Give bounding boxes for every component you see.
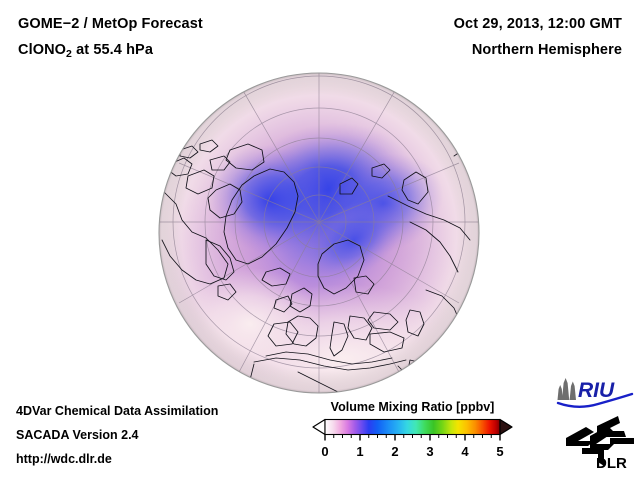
dlr-pinwheel-icon bbox=[566, 416, 634, 466]
globe-svg bbox=[158, 72, 480, 394]
colorbar-left-cap-arrow bbox=[312, 418, 326, 436]
dlr-logo: DLR bbox=[564, 414, 636, 472]
colorbar-tick-label: 2 bbox=[391, 444, 399, 459]
footer-version: SACADA Version 2.4 bbox=[16, 428, 139, 442]
globe-map bbox=[158, 72, 480, 394]
colorbar-tick-label: 5 bbox=[496, 444, 504, 459]
header-region: Northern Hemisphere bbox=[471, 42, 622, 58]
footer-method: 4DVar Chemical Data Assimilation bbox=[16, 404, 219, 418]
colorbar-gradient-body bbox=[325, 419, 500, 435]
riu-logo: RIU bbox=[556, 374, 634, 408]
globe-disk-contents bbox=[159, 73, 479, 393]
globe-limb-outline bbox=[158, 72, 480, 394]
riu-logo-svg: RIU bbox=[556, 378, 634, 408]
riu-wave-icon bbox=[556, 392, 634, 408]
species-subscript: 2 bbox=[66, 47, 72, 60]
species-name: ClONO bbox=[18, 42, 67, 58]
header-instrument-title: GOME−2 / MetOp Forecast bbox=[18, 16, 203, 32]
colorbar: Volume Mixing Ratio [ppbv] 0 1 2 3 4 5 bbox=[305, 400, 520, 472]
coastline-alaska bbox=[159, 127, 183, 159]
dlr-wordmark: DLR bbox=[596, 455, 627, 472]
header-species-level: ClONO2 at 55.4 hPa bbox=[18, 42, 153, 60]
colorbar-ticks bbox=[324, 434, 501, 441]
colorbar-tick-labels: 0 1 2 3 4 5 bbox=[305, 444, 520, 464]
colorbar-right-cap-arrow bbox=[499, 418, 513, 436]
colorbar-svg bbox=[312, 418, 513, 441]
limb-shading bbox=[159, 73, 479, 393]
dlr-logo-svg: DLR bbox=[566, 416, 634, 472]
riu-tower-icon bbox=[557, 378, 576, 400]
colorbar-tick-label: 0 bbox=[321, 444, 329, 459]
colorbar-title: Volume Mixing Ratio [ppbv] bbox=[330, 400, 495, 414]
colorbar-tick-label: 3 bbox=[426, 444, 434, 459]
colorbar-tick-label: 1 bbox=[356, 444, 364, 459]
footer-url: http://wdc.dlr.de bbox=[16, 452, 112, 466]
coastline-arabia bbox=[407, 359, 443, 393]
colorbar-tick-label: 4 bbox=[461, 444, 469, 459]
header-datetime: Oct 29, 2013, 12:00 GMT bbox=[453, 16, 622, 32]
species-pressure-level: at 55.4 hPa bbox=[71, 42, 153, 58]
riu-wordmark: RIU bbox=[578, 379, 615, 402]
